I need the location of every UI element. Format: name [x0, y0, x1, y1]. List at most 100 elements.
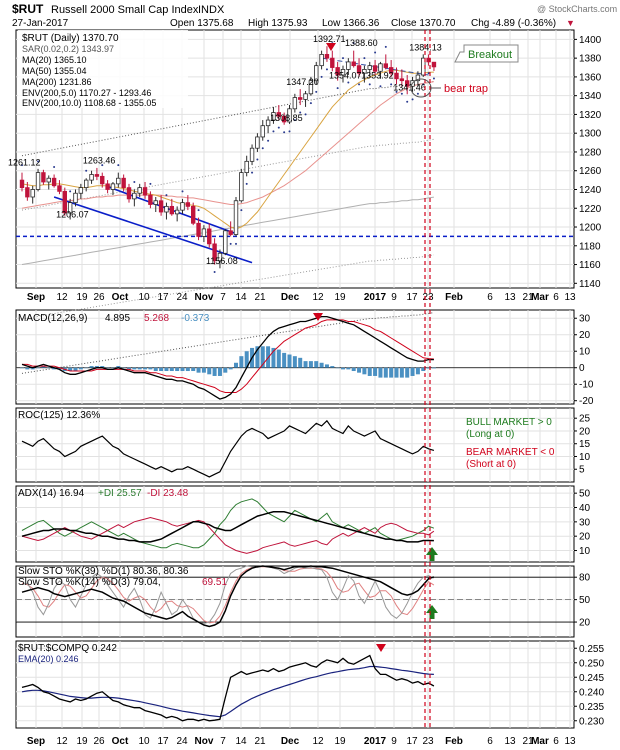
candle-body [249, 147, 255, 162]
y-tick-label: 80 [579, 573, 591, 584]
macd-histogram-bar [346, 367, 351, 370]
candle-body [142, 187, 148, 196]
ma200-legend: MA(200) 1231.86 [22, 77, 92, 87]
sar-dot [309, 102, 312, 105]
x-tick-label: 9 [391, 736, 397, 747]
candle-body [346, 61, 351, 70]
sar-dot [277, 126, 280, 129]
candle-body [217, 252, 223, 262]
y-tick-label: 1360 [579, 72, 602, 83]
macd-histogram-bar [266, 346, 271, 368]
ma50-line [21, 81, 434, 209]
macd-legend-value: 4.895 [105, 313, 130, 324]
sar-dot [411, 98, 414, 101]
x-tick-label: 14 [235, 736, 247, 747]
red-down-arrow-icon [376, 644, 386, 652]
macd-histogram-bar [116, 366, 121, 368]
macd-histogram-bar [431, 367, 436, 369]
candle-body [207, 228, 212, 245]
x-tick-label: Oct [112, 292, 129, 303]
x-tick-label: 19 [334, 736, 346, 747]
sar-dot [320, 75, 323, 78]
x-tick-label: 23 [422, 736, 434, 747]
adx-legend-mdi: -DI 23.48 [147, 488, 189, 499]
sar-dot [133, 180, 136, 183]
y-tick-label: 15 [579, 439, 591, 450]
candle-body [378, 63, 383, 72]
candle-body [330, 57, 335, 68]
candle-body [67, 202, 73, 214]
sar-dot [21, 164, 23, 167]
sar-dot [149, 182, 152, 185]
sto-legend: Slow STO %K(39) %D(1) 80.36, 80.36 Slow … [18, 566, 227, 588]
macd-histogram-bar [84, 367, 89, 369]
red-down-arrow-icon [326, 43, 336, 51]
bull-long-label: (Long at 0) [466, 429, 514, 440]
sar-dot [117, 164, 120, 167]
bull-market-label: BULL MARKET > 0 [466, 417, 552, 428]
candlesticks [19, 46, 437, 269]
x-tick-label: 19 [334, 292, 346, 303]
price-value-label: 1392.71 [313, 34, 346, 44]
candle-body [94, 174, 100, 177]
price-legend-title: $RUT (Daily) 1370.70 [22, 33, 119, 44]
x-tick-label: Dec [281, 292, 300, 303]
env5-upper-line [21, 138, 434, 211]
candle-body [314, 65, 319, 82]
sar-dot [197, 209, 200, 212]
sar-dot [69, 190, 72, 193]
candle-body [335, 67, 340, 76]
macd-histogram-bar [260, 346, 265, 368]
candle-body [190, 205, 196, 224]
x-tick-label: 7 [220, 292, 226, 303]
macd-histogram-bar [341, 367, 345, 370]
x-tick-label: 21 [522, 736, 534, 747]
price-value-label: 1388.60 [345, 38, 378, 48]
ratio-ema-line [21, 665, 434, 718]
roc-legend-text: ROC(125) 12.36% [18, 410, 100, 421]
env10-legend: ENV(200,10.0) 1108.68 - 1355.05 [22, 98, 156, 108]
sar-dot [245, 182, 248, 185]
y-tick-label: 10 [579, 347, 591, 358]
candle-body [388, 67, 394, 74]
candle-body [244, 160, 249, 174]
macd-histogram-bar [137, 367, 142, 370]
symbol-label: $RUT [12, 2, 44, 16]
macd-histogram-bar [383, 367, 388, 378]
green-up-arrow-icon [426, 605, 438, 619]
macd-histogram-bar [25, 367, 30, 370]
candle-body [367, 65, 372, 70]
x-tick-label: 19 [76, 292, 88, 303]
ratio-line [21, 654, 435, 722]
macd-histogram-bar [175, 367, 180, 372]
y-tick-label: -20 [579, 396, 594, 407]
macd-histogram-bar [271, 347, 276, 368]
y-tick-label: 1380 [579, 54, 602, 65]
price-value-label: 1354.07 [329, 70, 362, 80]
x-tick-label: 12 [56, 292, 68, 303]
candle-body [265, 119, 271, 127]
y-tick-label: -10 [579, 380, 594, 391]
macd-histogram-bar [148, 367, 153, 370]
sar-dot [293, 119, 296, 122]
y-tick-label: 25 [579, 414, 591, 425]
candle-body [383, 63, 388, 68]
candle-body [105, 183, 110, 190]
x-tick-label: Mar [531, 292, 549, 303]
candle-body [319, 53, 324, 67]
green-up-arrow-icon [426, 547, 438, 561]
x-tick-label: 26 [93, 292, 105, 303]
candle-body [340, 69, 346, 76]
candle-body [431, 61, 437, 68]
macd-histogram-bar [319, 362, 324, 368]
macd-histogram-bar [239, 356, 244, 368]
roc-legend: ROC(125) 12.36% BULL MARKET > 0 (Long at… [18, 410, 555, 470]
x-tick-label: Sep [27, 292, 45, 303]
sar-dot [390, 83, 393, 86]
sar-dot [240, 209, 243, 212]
macd-histogram-bar [389, 367, 394, 378]
sar-dot [229, 242, 232, 245]
candle-body [212, 243, 217, 262]
y-tick-label: 40 [579, 503, 591, 514]
